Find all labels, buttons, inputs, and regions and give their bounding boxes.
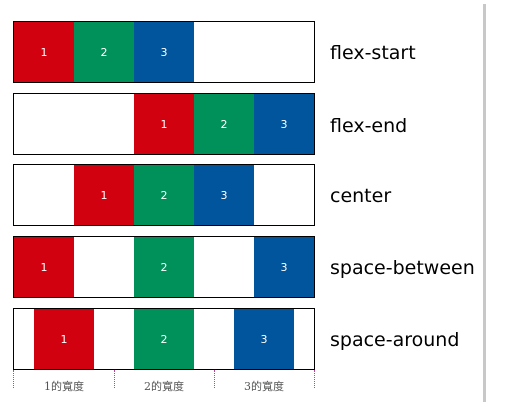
item-3: 3 bbox=[254, 94, 314, 154]
flex-container: 1 2 3 bbox=[13, 93, 315, 155]
item-3: 3 bbox=[234, 309, 294, 369]
measure-tick bbox=[314, 370, 315, 388]
width-measure: 1的寬度 2的寬度 3的寬度 bbox=[13, 370, 315, 398]
item-3: 3 bbox=[194, 165, 254, 225]
item-3: 3 bbox=[254, 237, 314, 297]
row-flex-end: 1 2 3 flex-end bbox=[0, 93, 480, 155]
row-space-between: 1 2 3 space-between bbox=[0, 236, 480, 298]
measure-label-3: 3的寬度 bbox=[214, 378, 314, 394]
item-2: 2 bbox=[134, 165, 194, 225]
item-1: 1 bbox=[134, 94, 194, 154]
item-1: 1 bbox=[34, 309, 94, 369]
flex-container: 1 2 3 bbox=[13, 21, 315, 83]
scrollbar[interactable] bbox=[483, 4, 486, 402]
measure-label-1: 1的寬度 bbox=[14, 378, 114, 394]
flex-container: 1 2 3 bbox=[13, 164, 315, 226]
item-1: 1 bbox=[14, 237, 74, 297]
flex-container: 1 2 3 bbox=[13, 236, 315, 298]
item-1: 1 bbox=[74, 165, 134, 225]
item-3: 3 bbox=[134, 22, 194, 82]
item-2: 2 bbox=[74, 22, 134, 82]
measure-label-2: 2的寬度 bbox=[114, 378, 214, 394]
item-2: 2 bbox=[134, 237, 194, 297]
item-1: 1 bbox=[14, 22, 74, 82]
item-2: 2 bbox=[194, 94, 254, 154]
row-space-around: 1 2 3 space-around bbox=[0, 308, 480, 370]
row-label: space-between bbox=[330, 237, 475, 299]
row-label: flex-end bbox=[330, 95, 407, 157]
row-label: center bbox=[330, 165, 391, 227]
row-flex-start: 1 2 3 flex-start bbox=[0, 21, 480, 83]
row-center: 1 2 3 center bbox=[0, 164, 480, 226]
row-label: space-around bbox=[330, 309, 459, 371]
row-label: flex-start bbox=[330, 22, 416, 84]
flex-container: 1 2 3 bbox=[13, 308, 315, 370]
item-2: 2 bbox=[134, 309, 194, 369]
